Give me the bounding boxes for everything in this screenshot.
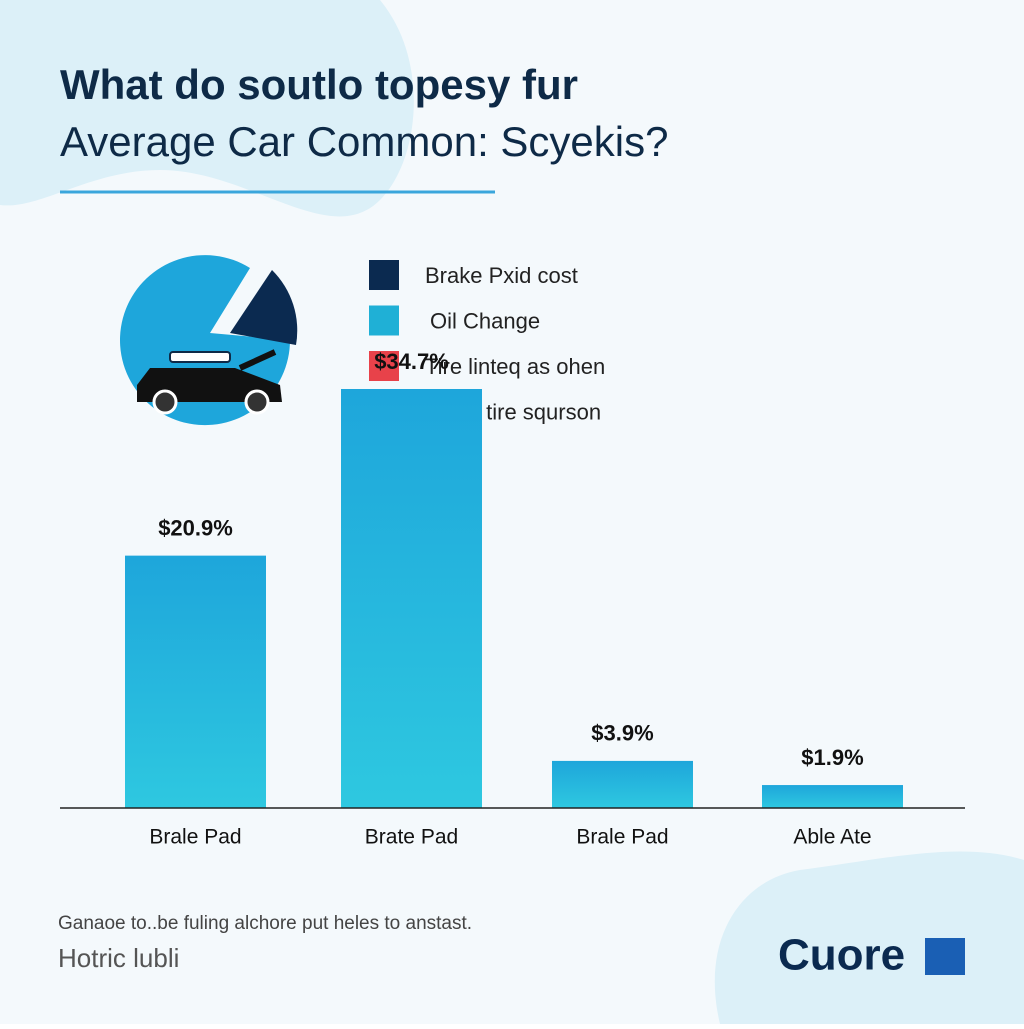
blob xyxy=(0,0,414,217)
x-tick-label: Brale Pad xyxy=(576,826,668,849)
bar xyxy=(762,785,903,808)
legend-swatch xyxy=(369,351,399,381)
legend-label: Oil Change xyxy=(430,308,540,333)
x-tick-label: Brale Pad xyxy=(149,826,241,849)
legend-label: Brake Pxid cost xyxy=(425,263,578,288)
footnote: Ganaoe to..be fuling alchore put heles t… xyxy=(58,913,472,934)
bar xyxy=(341,389,482,808)
value-label: $3.9% xyxy=(591,721,653,746)
value-label: $1.9% xyxy=(801,745,863,770)
legend-label: Tire linteq as ohen xyxy=(425,354,605,379)
title-line: Average Car Common: Scyekis? xyxy=(60,118,668,165)
legend-swatch xyxy=(369,260,399,290)
bar xyxy=(552,760,693,808)
x-tick-label: Brate Pad xyxy=(365,826,458,849)
blob xyxy=(714,851,1024,1024)
value-label: $34.7% xyxy=(374,349,449,374)
logo: Cuore xyxy=(778,931,905,980)
x-tick-label: Able Ate xyxy=(793,826,871,849)
legend-swatch xyxy=(369,305,399,336)
bar xyxy=(125,555,266,808)
bars: $20.9% Brale Pad $34.7% Brate Pad $3.9% Brale… xyxy=(125,349,903,849)
value-label: $20.9% xyxy=(158,515,233,540)
pie-icon xyxy=(120,255,298,426)
title-line: What do soutlo topesy fur xyxy=(60,61,578,108)
source: Hotric lubli xyxy=(58,943,179,973)
logo-mark xyxy=(925,938,965,975)
